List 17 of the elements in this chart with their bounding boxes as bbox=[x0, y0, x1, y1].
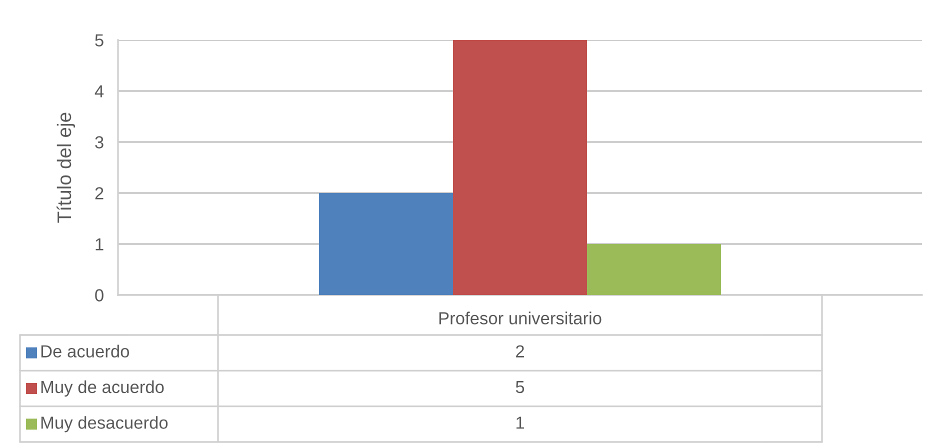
legend-label: Muy desacuerdo bbox=[41, 416, 168, 432]
legend-label: De acuerdo bbox=[41, 344, 130, 358]
bar bbox=[319, 193, 453, 295]
y-axis-title: Título del eje bbox=[56, 112, 76, 223]
y-tick-label: 1 bbox=[96, 238, 104, 250]
bar bbox=[587, 244, 721, 295]
y-tick-label: 4 bbox=[94, 85, 104, 98]
text: 1 bbox=[516, 416, 524, 429]
y-tick-label: 0 bbox=[95, 289, 104, 302]
text: 5 bbox=[516, 381, 524, 394]
y-tick-label: 2 bbox=[95, 187, 104, 200]
y-tick-label: 5 bbox=[95, 34, 104, 46]
y-tick-label: 3 bbox=[95, 136, 104, 148]
bar bbox=[453, 40, 587, 295]
legend-label: Muy de acuerdo bbox=[41, 380, 164, 397]
text: 2 bbox=[516, 345, 524, 358]
x-tick-label: Profesor universitario bbox=[439, 312, 602, 324]
